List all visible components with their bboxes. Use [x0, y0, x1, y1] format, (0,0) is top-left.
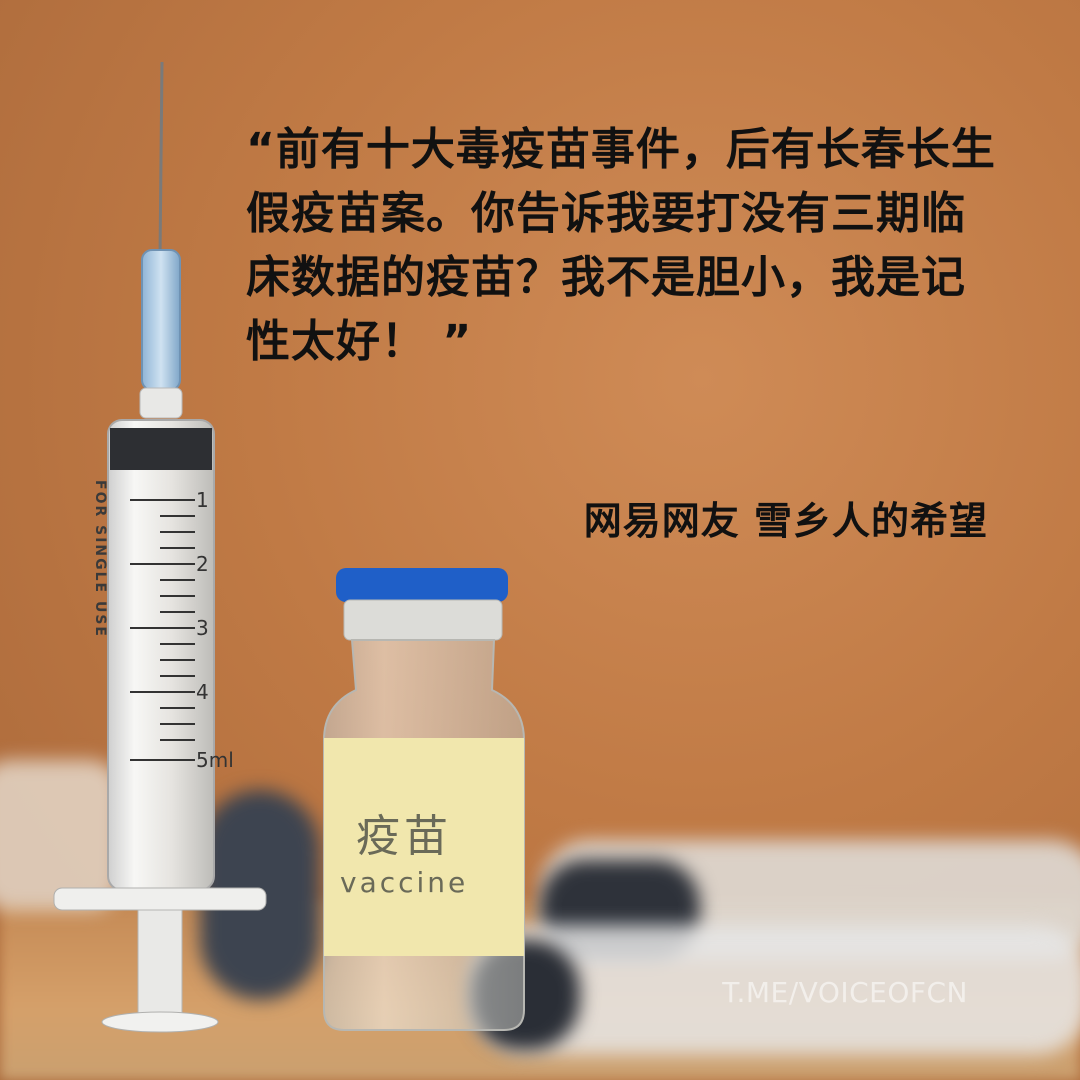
syringe-scale-3: 3 — [196, 616, 209, 640]
plunger-stopper — [110, 428, 212, 470]
syringe-scale-1: 1 — [196, 488, 209, 512]
quote-text: “前有十大毒疫苗事件，后有长春长生假疫苗案。你告诉我要打没有三期临床数据的疫苗？… — [246, 124, 996, 367]
syringe-tip — [139, 387, 183, 419]
vial-label-paper — [324, 738, 524, 956]
syringe-side-text: FOR SINGLE USE — [92, 480, 108, 638]
vial-cap — [336, 568, 508, 602]
syringe-scale-5: 5ml — [196, 748, 234, 772]
syringe-ticks — [130, 499, 195, 761]
vial-label-chinese: 疫苗 — [356, 811, 452, 862]
plunger-rod — [137, 909, 183, 1021]
syringe-scale-4: 4 — [196, 680, 209, 704]
watermark-text: T.ME/VOICEOFCN — [722, 976, 968, 1009]
vial-label-english: vaccine — [340, 866, 469, 899]
quote-attribution: 网易网友 雪乡人的希望 — [583, 499, 988, 543]
plunger-thumb-rest — [101, 1011, 219, 1033]
syringe-needle — [158, 61, 164, 259]
syringe-scale-2: 2 — [196, 552, 209, 576]
vial-crimp — [343, 599, 503, 641]
blurred-syringe-left — [0, 760, 120, 910]
